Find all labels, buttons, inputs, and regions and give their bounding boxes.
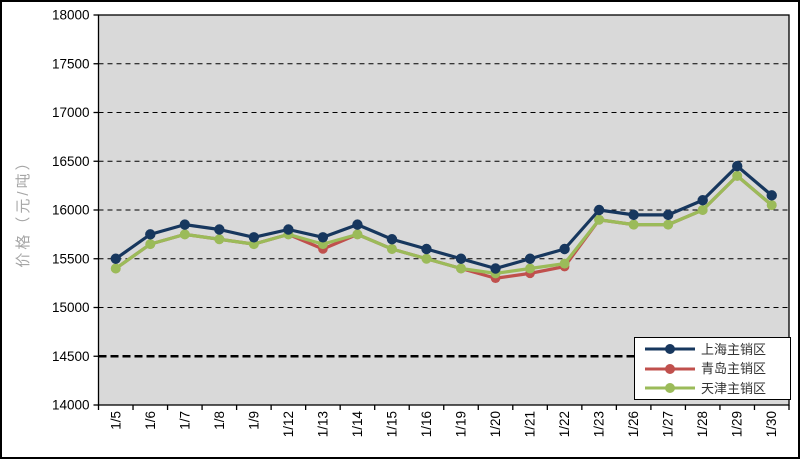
- legend-marker-tianjin-icon: [645, 383, 695, 393]
- data-point: [110, 263, 121, 274]
- plot-border: [97, 14, 790, 406]
- data-point: [662, 209, 674, 221]
- x-tick-label: 1/27: [661, 411, 676, 437]
- legend-label-shanghai: 上海主销区: [701, 341, 767, 357]
- y-tick-label: 17000: [52, 105, 90, 120]
- y-tick-label: 16500: [52, 154, 90, 169]
- data-point: [145, 229, 156, 240]
- data-point: [524, 253, 536, 264]
- x-tick-label: 1/26: [626, 411, 641, 437]
- data-point: [697, 205, 708, 215]
- legend-marker-shanghai-icon: [645, 344, 695, 354]
- x-tick-label: 1/12: [281, 411, 296, 437]
- legend: 上海主销区 青岛主销区 天津主销区: [634, 337, 791, 400]
- legend-label-tianjin: 天津主销区: [701, 380, 767, 396]
- data-point: [559, 258, 570, 269]
- data-point: [559, 243, 570, 255]
- y-tick-label: 15500: [52, 251, 90, 266]
- x-tick-label: 1/7: [177, 411, 192, 430]
- data-point: [179, 229, 190, 240]
- y-tick-label: 16000: [52, 203, 90, 218]
- data-point: [421, 243, 432, 255]
- data-point: [593, 204, 605, 216]
- y-tick-label: 14500: [52, 349, 90, 364]
- x-tick-label: 1/9: [246, 411, 261, 430]
- x-tick-label: 1/20: [488, 411, 503, 437]
- y-tick-label: 17500: [52, 56, 90, 71]
- data-point: [490, 263, 501, 274]
- y-tick-label: 14000: [52, 398, 90, 413]
- data-point: [697, 195, 708, 206]
- y-tick-label: 18000: [52, 8, 90, 23]
- series-line-0: [114, 164, 774, 271]
- data-point: [214, 224, 225, 235]
- x-tick-label: 1/14: [350, 411, 365, 438]
- legend-item-shanghai: 上海主销区: [644, 340, 790, 359]
- y-axis-title: 价格（元/吨）: [15, 152, 32, 267]
- legend-item-qingdao: 青岛主销区: [644, 359, 790, 378]
- data-point: [732, 160, 743, 172]
- data-point: [628, 219, 639, 230]
- legend-item-tianjin: 天津主销区: [644, 379, 790, 398]
- x-tick-label: 1/19: [454, 411, 469, 437]
- x-tick-label: 1/29: [730, 411, 745, 437]
- data-point: [248, 232, 260, 243]
- x-tick-label: 1/30: [764, 411, 779, 437]
- plot-layer: 14000 14500 15000 15500 16000 16500 17000 17500…: [52, 8, 790, 438]
- y-tick-label: 15000: [52, 300, 90, 315]
- x-tick-label: 1/28: [695, 411, 710, 437]
- x-tick-label: 1/22: [557, 411, 572, 437]
- data-point: [766, 200, 777, 211]
- data-point: [386, 244, 397, 254]
- data-point: [732, 170, 743, 181]
- data-point: [525, 263, 536, 274]
- x-tick-label: 1/13: [315, 411, 330, 437]
- data-point: [421, 253, 432, 264]
- data-point: [317, 232, 329, 243]
- data-point: [145, 239, 156, 250]
- x-tick-label: 1/15: [384, 411, 399, 437]
- x-tick-label: 1/6: [143, 411, 158, 430]
- data-point: [179, 219, 191, 230]
- data-point: [456, 263, 467, 274]
- data-point: [386, 234, 398, 245]
- data-point: [214, 234, 225, 245]
- data-point: [663, 219, 674, 230]
- legend-label-qingdao: 青岛主销区: [701, 361, 767, 376]
- x-tick-label: 1/5: [108, 411, 123, 430]
- series-line-2: [114, 174, 774, 275]
- data-point: [628, 209, 639, 221]
- x-tick-label: 1/21: [523, 411, 538, 437]
- data-point: [283, 224, 294, 235]
- data-point: [352, 229, 363, 240]
- data-point: [594, 214, 605, 225]
- legend-marker-qingdao-icon: [645, 363, 695, 374]
- x-tick-label: 1/16: [419, 411, 434, 437]
- data-point: [110, 253, 121, 264]
- data-point: [352, 219, 363, 230]
- data-point: [766, 190, 777, 201]
- data-point: [455, 253, 467, 264]
- x-tick-label: 1/8: [212, 411, 227, 430]
- x-tick-label: 1/23: [592, 411, 607, 437]
